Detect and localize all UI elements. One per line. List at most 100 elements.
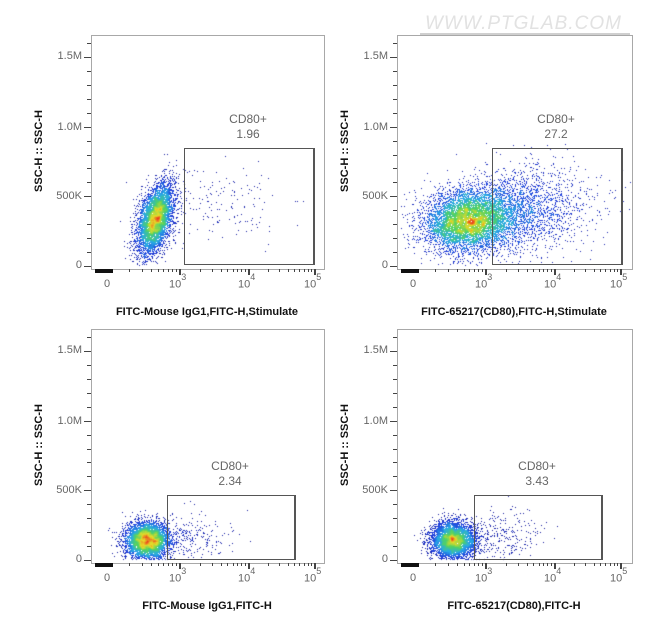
y-tick-mark: [393, 252, 397, 254]
y-tick-mark: [390, 490, 397, 492]
gate-percent: 2.34: [218, 474, 242, 488]
x-minor-tick: [227, 563, 229, 566]
x-minor-tick: [538, 563, 540, 566]
x-zero-region-ticks: [95, 269, 113, 273]
watermark: WWW.PTGLAB.COM: [425, 13, 622, 34]
y-tick-mark: [87, 337, 91, 339]
x-minor-tick: [533, 563, 535, 566]
x-minor-tick: [481, 269, 483, 272]
plot-area: CD80+ 27.2: [397, 35, 633, 270]
y-tick-mark: [84, 196, 91, 198]
x-minor-tick: [307, 269, 309, 272]
gate-percent: 27.2: [544, 127, 568, 141]
y-tick-0: 0: [381, 553, 388, 565]
x-minor-tick: [199, 563, 201, 566]
x-major-tick: [248, 269, 250, 275]
x-minor-tick: [303, 563, 305, 566]
y-tick-mark: [87, 448, 91, 450]
x-minor-tick: [310, 563, 312, 566]
gate-label: CD80+ 1.96: [198, 112, 298, 142]
scatter-density-canvas: [92, 330, 324, 563]
plot-area: CD80+ 1.96: [91, 35, 325, 270]
y-tick-mark: [87, 238, 91, 240]
y-tick-mark: [393, 546, 397, 548]
x-minor-tick: [550, 563, 552, 566]
y-tick-mark: [393, 210, 397, 212]
x-minor-tick: [267, 563, 269, 566]
x-minor-tick: [294, 563, 296, 566]
x-minor-tick: [172, 269, 174, 272]
x-major-tick: [485, 269, 487, 275]
y-tick-mark: [390, 196, 397, 198]
x-minor-tick: [172, 563, 174, 566]
x-minor-tick: [220, 563, 222, 566]
y-tick-mark: [84, 266, 91, 267]
y-tick-mark: [87, 224, 91, 226]
y-tick-mark: [87, 406, 91, 408]
y-tick-mark: [393, 504, 397, 506]
x-minor-tick: [600, 563, 602, 566]
y-tick-mark: [393, 238, 397, 240]
x-tick-1e4: 104: [544, 272, 562, 291]
scatter-density-canvas: [92, 36, 324, 269]
x-tick-0: 0: [410, 572, 417, 584]
x-major-tick: [554, 563, 556, 569]
x-minor-tick: [220, 269, 222, 272]
y-tick-mark: [87, 98, 91, 100]
x-minor-tick: [478, 563, 480, 566]
y-tick-mark: [87, 84, 91, 86]
y-tick-mark: [87, 252, 91, 254]
x-tick-1e4: 104: [238, 566, 256, 585]
x-tick-1e3: 103: [169, 272, 187, 291]
y-tick-mark: [393, 98, 397, 100]
x-tick-1e5: 105: [610, 566, 628, 585]
y-tick-mark: [390, 57, 397, 58]
y-tick-mark: [87, 210, 91, 212]
y-tick-mark: [87, 504, 91, 506]
gate-cd80-box[interactable]: [474, 495, 603, 560]
x-minor-tick: [168, 269, 169, 272]
x-minor-tick: [517, 269, 519, 272]
y-tick-500K: 500K: [56, 484, 82, 496]
x-minor-tick: [303, 269, 305, 272]
x-minor-tick: [232, 563, 234, 566]
y-tick-mark: [87, 364, 91, 366]
x-minor-tick: [469, 269, 471, 272]
x-minor-tick: [543, 563, 545, 566]
gate-percent: 3.43: [525, 474, 549, 488]
gate-cd80-box[interactable]: [184, 148, 315, 265]
x-tick-1e4: 104: [238, 272, 256, 291]
y-tick-1.5M: 1.5M: [363, 50, 388, 62]
x-tick-1e4: 104: [544, 566, 562, 585]
gate-name: CD80+: [537, 112, 575, 126]
x-major-tick: [620, 269, 622, 275]
y-tick-mark: [393, 182, 397, 184]
x-minor-tick: [616, 563, 618, 566]
gate-cd80-box[interactable]: [167, 495, 296, 560]
gate-name: CD80+: [229, 112, 267, 126]
x-tick-1e5: 105: [304, 272, 322, 291]
x-minor-tick: [526, 269, 528, 272]
plot-area: CD80+ 3.43: [397, 329, 633, 564]
y-tick-1.0M: 1.0M: [363, 121, 388, 133]
gate-cd80-box[interactable]: [492, 148, 623, 265]
y-tick-mark: [393, 140, 397, 142]
y-tick-mark: [393, 392, 397, 394]
x-minor-tick: [129, 269, 131, 272]
y-tick-500K: 500K: [362, 484, 388, 496]
gate-label: CD80+ 27.2: [506, 112, 606, 142]
y-tick-mark: [87, 43, 91, 45]
x-minor-tick: [307, 563, 309, 566]
gate-label: CD80+ 2.34: [180, 459, 280, 489]
y-tick-mark: [393, 448, 397, 450]
x-minor-tick: [550, 269, 552, 272]
x-minor-tick: [168, 563, 169, 566]
x-minor-tick: [163, 269, 165, 272]
x-major-tick: [248, 563, 250, 569]
x-minor-tick: [613, 563, 615, 566]
y-tick-mark: [390, 420, 397, 422]
x-minor-tick: [474, 563, 475, 566]
y-tick-mark: [84, 57, 91, 58]
x-minor-tick: [232, 269, 234, 272]
x-minor-tick: [505, 269, 507, 272]
